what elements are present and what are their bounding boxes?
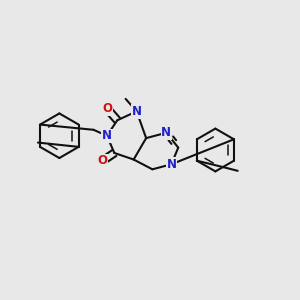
- Text: N: N: [167, 158, 176, 171]
- Text: N: N: [161, 126, 171, 139]
- Text: O: O: [98, 154, 107, 167]
- Text: N: N: [102, 129, 112, 142]
- Text: O: O: [102, 102, 112, 115]
- Text: N: N: [132, 105, 142, 118]
